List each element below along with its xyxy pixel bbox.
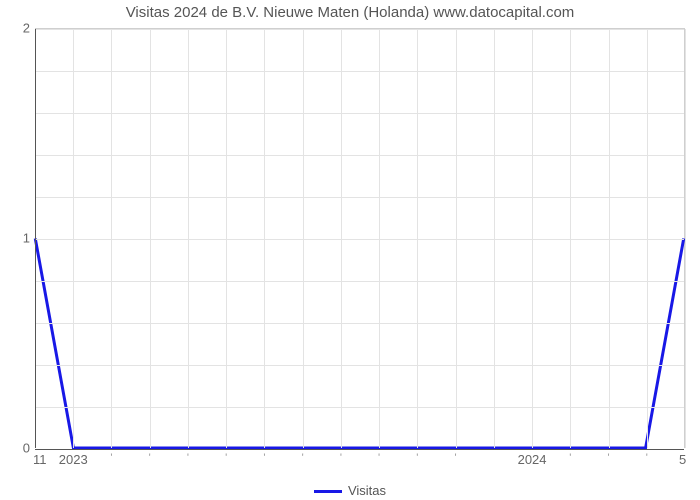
x-minor-tick: ' [455,452,457,464]
y-tick-label: 0 [5,441,30,456]
y-axis-line [35,29,36,448]
x-minor-tick: ' [416,452,418,464]
x-minor-tick: ' [187,452,189,464]
grid-horizontal [35,197,684,198]
grid-horizontal [35,239,684,240]
grid-horizontal [35,29,684,30]
x-minor-tick: ' [607,452,609,464]
x-minor-tick: ' [149,452,151,464]
grid-horizontal [35,407,684,408]
x-axis-corner-left: 11 [33,452,47,467]
x-minor-tick: ' [263,452,265,464]
plot-area [35,28,685,448]
grid-horizontal [35,155,684,156]
grid-horizontal [35,281,684,282]
y-tick-label: 2 [5,21,30,36]
x-tick-label: 2023 [59,452,88,467]
x-axis-line [35,449,684,450]
x-minor-tick: ' [110,452,112,464]
x-minor-tick: ' [340,452,342,464]
legend-label: Visitas [348,483,386,498]
legend-swatch [314,490,342,493]
grid-vertical [685,29,686,448]
visits-chart: Visitas 2024 de B.V. Nieuwe Maten (Holan… [0,0,700,500]
x-axis-corner-right: 5 [679,452,686,467]
x-minor-tick: ' [225,452,227,464]
x-minor-tick: ' [378,452,380,464]
x-minor-tick: ' [302,452,304,464]
x-minor-tick: ' [569,452,571,464]
series-line [35,239,683,449]
y-tick-label: 1 [5,231,30,246]
grid-horizontal [35,71,684,72]
grid-horizontal [35,113,684,114]
grid-horizontal [35,365,684,366]
x-tick-label: 2024 [518,452,547,467]
x-minor-tick: ' [646,452,648,464]
legend: Visitas [0,483,700,498]
grid-horizontal [35,323,684,324]
chart-title: Visitas 2024 de B.V. Nieuwe Maten (Holan… [0,4,700,21]
